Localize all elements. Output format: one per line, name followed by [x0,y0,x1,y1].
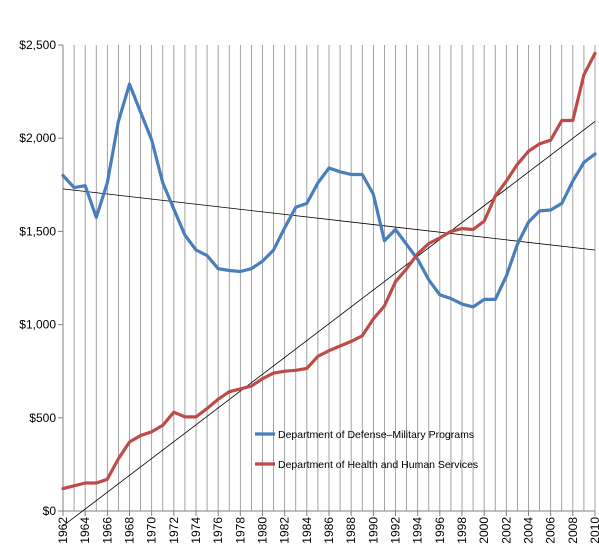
x-tick-label: 1996 [433,517,447,544]
x-tick-label: 1968 [123,517,137,544]
x-tick-label: 1986 [322,517,336,544]
x-tick-label: 2006 [544,517,558,544]
x-tick-label: 1962 [56,517,70,544]
legend-label: Department of Defense–Military Programs [278,429,474,441]
x-tick-label: 1978 [233,517,247,544]
y-tick-label: $2,000 [19,131,56,145]
trendline [62,121,596,527]
x-tick-label: 1980 [256,517,270,544]
legend-label: Department of Health and Human Services [278,459,478,471]
series-line [61,82,597,309]
x-tick-label: 1976 [211,517,225,544]
x-tick-label: 1970 [145,517,159,544]
x-tick-label: 2008 [566,517,580,544]
y-tick-label: $1,500 [19,224,56,238]
x-tick-label: 1994 [411,517,425,544]
x-tick-label: 2004 [522,517,536,544]
y-tick-label: $2,500 [19,38,56,52]
trendline [62,188,596,251]
y-tick-label: $1,000 [19,318,56,332]
x-tick-label: 1966 [100,517,114,544]
x-tick-label: 2010 [588,517,599,544]
y-tick-label: $500 [29,411,56,425]
x-tick-label: 2000 [477,517,491,544]
x-tick-label: 1998 [455,517,469,544]
x-tick-label: 1984 [300,517,314,544]
x-tick-label: 2002 [499,517,513,544]
x-tick-label: 1972 [167,517,181,544]
x-tick-label: 1964 [78,517,92,544]
series-line [61,51,597,491]
x-tick-label: 1974 [189,517,203,544]
x-tick-label: 1990 [366,517,380,544]
x-tick-label: 1992 [389,517,403,544]
y-tick-label: $0 [43,504,57,518]
x-tick-label: 1982 [278,517,292,544]
x-tick-label: 1988 [344,517,358,544]
